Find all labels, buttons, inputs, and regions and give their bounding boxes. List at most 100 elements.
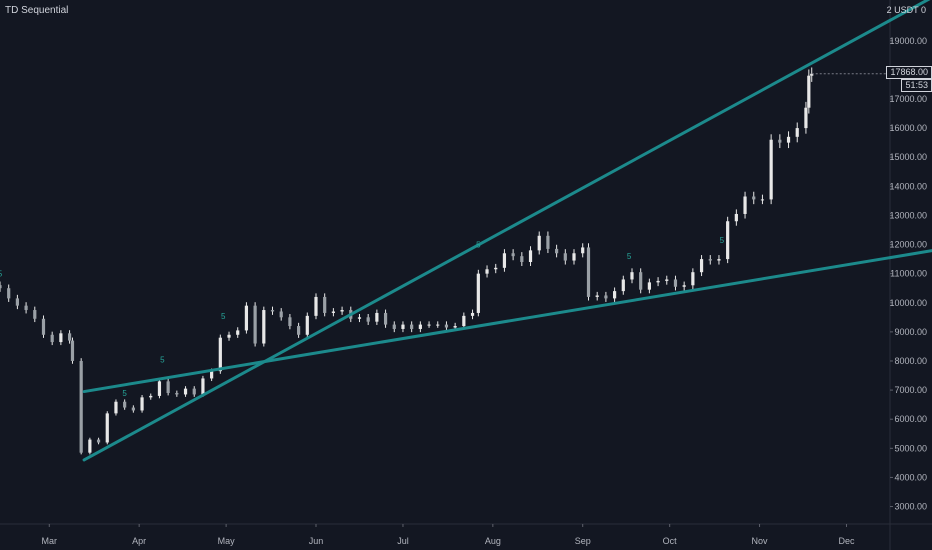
- candle-body: [769, 139, 773, 200]
- candle-body: [699, 259, 704, 273]
- candle-body: [392, 324, 396, 329]
- candle-body: [323, 296, 327, 313]
- candle-body: [123, 401, 127, 408]
- candle-body: [418, 324, 422, 329]
- candle-body: [595, 295, 599, 297]
- candle-body: [0, 285, 2, 289]
- candle-body: [444, 324, 449, 328]
- x-tick-label: Dec: [839, 536, 856, 546]
- candle-body: [59, 333, 63, 343]
- y-tick-label: 12000.00: [889, 240, 927, 250]
- candle-body: [262, 310, 266, 344]
- y-tick-label: 6000.00: [894, 414, 927, 424]
- x-tick-label: Apr: [132, 536, 146, 546]
- candle-body: [743, 196, 747, 214]
- candle-body: [555, 248, 559, 254]
- candle-body: [227, 334, 231, 338]
- td-count-label: 5: [221, 312, 226, 321]
- candle-body: [810, 73, 814, 76]
- y-tick-label: 19000.00: [889, 36, 927, 46]
- td-count-label: 5: [627, 252, 632, 261]
- candle-body: [157, 381, 162, 396]
- td-count-label: 5: [720, 236, 725, 245]
- x-tick-label: Sep: [575, 536, 591, 546]
- candle-body: [375, 312, 379, 322]
- candle-body: [462, 315, 466, 327]
- candle-body: [639, 272, 643, 290]
- candle-body: [279, 311, 283, 318]
- td-count-label: 5: [122, 389, 127, 398]
- candle-body: [752, 196, 756, 200]
- candle-body: [807, 75, 811, 108]
- candle-body: [383, 312, 388, 325]
- candle-body: [270, 310, 275, 312]
- candle-body: [79, 360, 83, 453]
- x-tick-label: Mar: [42, 536, 58, 546]
- x-tick-label: Jun: [309, 536, 324, 546]
- candle-body: [778, 139, 782, 143]
- candle-body: [546, 235, 550, 249]
- candle-body: [401, 324, 405, 329]
- candle-body: [41, 318, 46, 335]
- candle-body: [357, 317, 362, 319]
- trendline-1: [82, 0, 931, 462]
- candle-body: [288, 317, 292, 327]
- candle-body: [131, 407, 135, 411]
- indicator-title[interactable]: TD Sequential: [5, 5, 69, 16]
- candle-body: [647, 282, 651, 290]
- candle-body: [305, 315, 309, 335]
- candle-body: [67, 333, 72, 341]
- candle-body: [88, 439, 92, 453]
- candle-body: [331, 311, 335, 313]
- candle-body: [70, 340, 75, 361]
- candle-body: [140, 397, 144, 411]
- x-tick-label: Jul: [397, 536, 409, 546]
- x-tick-label: Oct: [663, 536, 678, 546]
- candle-body: [236, 330, 240, 335]
- candle-body: [210, 371, 214, 379]
- td-count-label: 5: [0, 270, 3, 279]
- td-count-label: 5: [160, 355, 165, 364]
- y-tick-label: 14000.00: [889, 181, 927, 191]
- candle-body: [604, 295, 608, 299]
- y-tick-label: 4000.00: [894, 472, 927, 482]
- candle-body: [366, 317, 370, 322]
- candle-body: [33, 310, 37, 319]
- candle-body: [485, 269, 489, 274]
- candle-body: [436, 324, 440, 326]
- candle-body: [15, 298, 19, 306]
- y-tick-label: 10000.00: [889, 298, 927, 308]
- candle-body: [218, 337, 222, 372]
- candle-body: [726, 221, 730, 260]
- candle-body: [537, 235, 541, 251]
- candle-body: [572, 253, 576, 261]
- candle-body: [114, 401, 118, 414]
- candle-body: [717, 259, 721, 261]
- y-tick-label: 13000.00: [889, 210, 927, 220]
- candle-body: [149, 395, 153, 398]
- y-tick-label: 9000.00: [894, 327, 927, 337]
- candle-body: [105, 413, 109, 443]
- candle-body: [340, 310, 344, 312]
- candle-body: [734, 213, 738, 222]
- y-tick-label: 3000.00: [894, 502, 927, 512]
- candle-body: [192, 388, 196, 395]
- candle-body: [656, 280, 660, 283]
- candle-body: [691, 272, 695, 286]
- candle-body: [183, 388, 188, 395]
- candle-body: [630, 272, 634, 280]
- candle-body: [760, 199, 765, 201]
- candle-body: [612, 291, 617, 299]
- x-tick-label: May: [218, 536, 236, 546]
- candle-body: [7, 288, 11, 299]
- candle-body: [563, 253, 567, 261]
- last-price-tag: 17868.00: [886, 66, 932, 79]
- candle-body: [511, 253, 515, 257]
- candle-body: [682, 285, 686, 287]
- candle-body: [586, 247, 591, 297]
- candle-body: [665, 279, 669, 281]
- candle-body: [175, 393, 179, 395]
- candle-body: [453, 326, 457, 328]
- candle-body: [253, 305, 257, 344]
